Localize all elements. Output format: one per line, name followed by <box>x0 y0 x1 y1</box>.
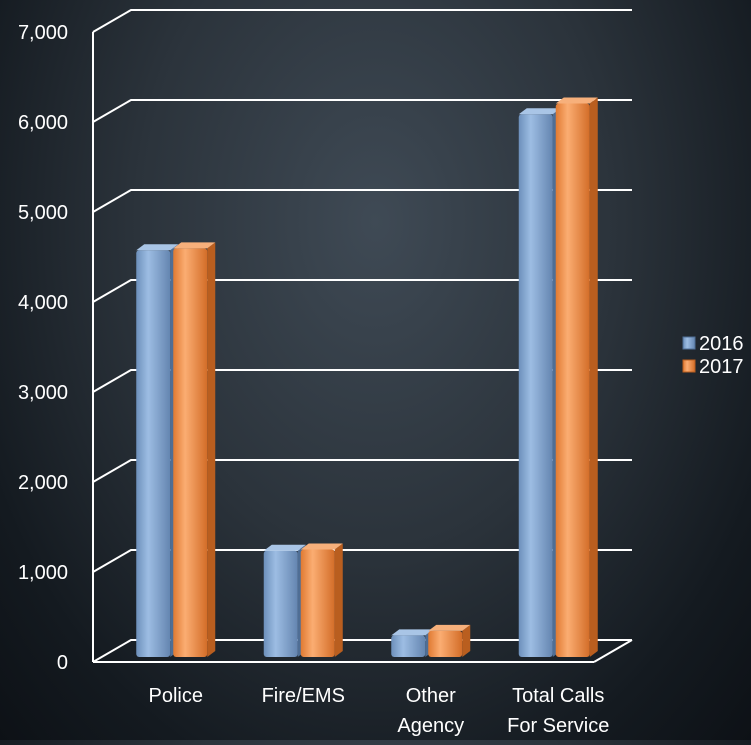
gridline <box>92 279 632 303</box>
gridline <box>92 549 632 573</box>
x-tick-label: Total Calls <box>512 685 604 707</box>
y-tick-label: 4,000 <box>18 292 68 314</box>
bar-2016-1 <box>263 544 306 657</box>
y-tick-label: 7,000 <box>18 22 68 44</box>
bar-top <box>391 629 434 636</box>
x-tick-label: Other <box>406 685 456 707</box>
gridline <box>92 9 632 33</box>
bar-front <box>263 550 298 657</box>
x-tick-label: Agency <box>397 715 464 737</box>
labels: 0 1,000 2,000 3,000 4,000 5,000 6,000 7,000 Poli… <box>18 22 609 737</box>
bar-2016-3 <box>518 108 561 658</box>
bar-side <box>334 543 343 657</box>
y-tick-label: 2,000 <box>18 472 68 494</box>
bar-front <box>428 630 463 657</box>
x-tick-label: Police <box>149 685 203 707</box>
bar-front <box>300 549 335 657</box>
bar-2017-3 <box>555 97 598 657</box>
floor-right-edge <box>593 639 633 663</box>
bar-top <box>173 242 216 249</box>
bar-side <box>589 97 598 657</box>
gridline <box>92 189 632 213</box>
bar-2017-2 <box>428 624 471 657</box>
axes <box>92 9 633 663</box>
y-tick-label: 6,000 <box>18 112 68 134</box>
y-tick-label: 1,000 <box>18 562 68 584</box>
x-tick-label: For Service <box>507 715 609 737</box>
bar-top <box>263 544 306 551</box>
bar-top <box>136 244 179 251</box>
legend-label-2016: 2016 <box>699 333 744 355</box>
gridline <box>92 99 632 123</box>
y-tick-label: 5,000 <box>18 202 68 224</box>
y-tick-label: 3,000 <box>18 382 68 404</box>
y-tick-label: 0 <box>57 652 68 674</box>
bar-2016-0 <box>136 244 179 657</box>
gridline <box>92 459 632 483</box>
bar-front <box>518 114 553 658</box>
bar-front <box>555 103 590 657</box>
bar-side <box>462 624 471 657</box>
bar-front <box>173 248 208 657</box>
bar-2017-1 <box>300 543 343 657</box>
bar-front <box>391 635 426 657</box>
bar-top <box>555 97 598 104</box>
bar-side <box>207 242 216 657</box>
x-tick-label: Fire/EMS <box>262 685 345 707</box>
bar-2017-0 <box>173 242 216 657</box>
bar-top <box>300 543 343 550</box>
legend-swatch-2017 <box>682 359 696 373</box>
bar-top <box>518 108 561 115</box>
bar-top <box>428 624 471 631</box>
gridline <box>92 369 632 393</box>
bars <box>136 97 598 658</box>
bar-2016-2 <box>391 629 434 657</box>
legend-swatch-2016 <box>682 336 696 350</box>
bar-front <box>136 250 171 657</box>
legend-label-2017: 2017 <box>699 356 744 378</box>
